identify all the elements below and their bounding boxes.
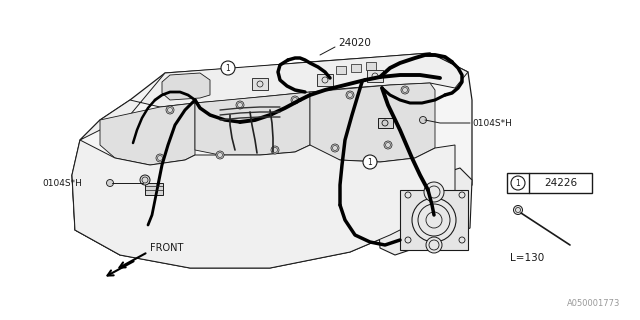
Bar xyxy=(378,118,393,128)
Circle shape xyxy=(346,91,354,99)
Circle shape xyxy=(426,237,442,253)
Circle shape xyxy=(166,106,174,114)
Polygon shape xyxy=(72,140,455,268)
Circle shape xyxy=(156,154,164,162)
Polygon shape xyxy=(72,53,472,268)
Polygon shape xyxy=(80,53,468,140)
Bar xyxy=(192,82,208,94)
Bar xyxy=(252,78,268,90)
Polygon shape xyxy=(162,73,210,100)
Text: 1: 1 xyxy=(226,63,230,73)
Circle shape xyxy=(106,180,113,187)
Polygon shape xyxy=(378,168,472,255)
Polygon shape xyxy=(310,83,435,162)
Circle shape xyxy=(424,182,444,202)
Circle shape xyxy=(221,61,235,75)
Bar xyxy=(400,190,468,250)
Circle shape xyxy=(291,96,299,104)
Polygon shape xyxy=(72,175,120,255)
Text: 1: 1 xyxy=(367,157,372,166)
Text: 24226: 24226 xyxy=(545,178,577,188)
Circle shape xyxy=(271,146,279,154)
Bar xyxy=(366,62,376,70)
Circle shape xyxy=(384,141,392,149)
Text: A050001773: A050001773 xyxy=(566,299,620,308)
Bar xyxy=(145,183,163,195)
Text: L=130: L=130 xyxy=(510,253,544,263)
Polygon shape xyxy=(100,103,195,165)
Circle shape xyxy=(513,205,522,214)
Circle shape xyxy=(511,176,525,190)
Text: 24020: 24020 xyxy=(339,38,371,48)
Text: FRONT: FRONT xyxy=(150,243,184,253)
Circle shape xyxy=(363,155,377,169)
Bar xyxy=(351,64,361,72)
Text: 0104S*H: 0104S*H xyxy=(472,118,512,127)
Bar xyxy=(507,173,592,193)
Circle shape xyxy=(401,86,409,94)
Circle shape xyxy=(216,151,224,159)
Circle shape xyxy=(382,120,388,126)
Bar xyxy=(367,70,383,82)
Polygon shape xyxy=(195,92,310,155)
Text: 0104S*H: 0104S*H xyxy=(42,179,82,188)
Text: 1: 1 xyxy=(516,179,520,188)
Bar xyxy=(336,66,346,74)
Circle shape xyxy=(331,144,339,152)
Circle shape xyxy=(236,101,244,109)
Bar xyxy=(317,74,333,86)
Circle shape xyxy=(419,116,426,124)
Circle shape xyxy=(140,175,150,185)
Circle shape xyxy=(412,198,456,242)
